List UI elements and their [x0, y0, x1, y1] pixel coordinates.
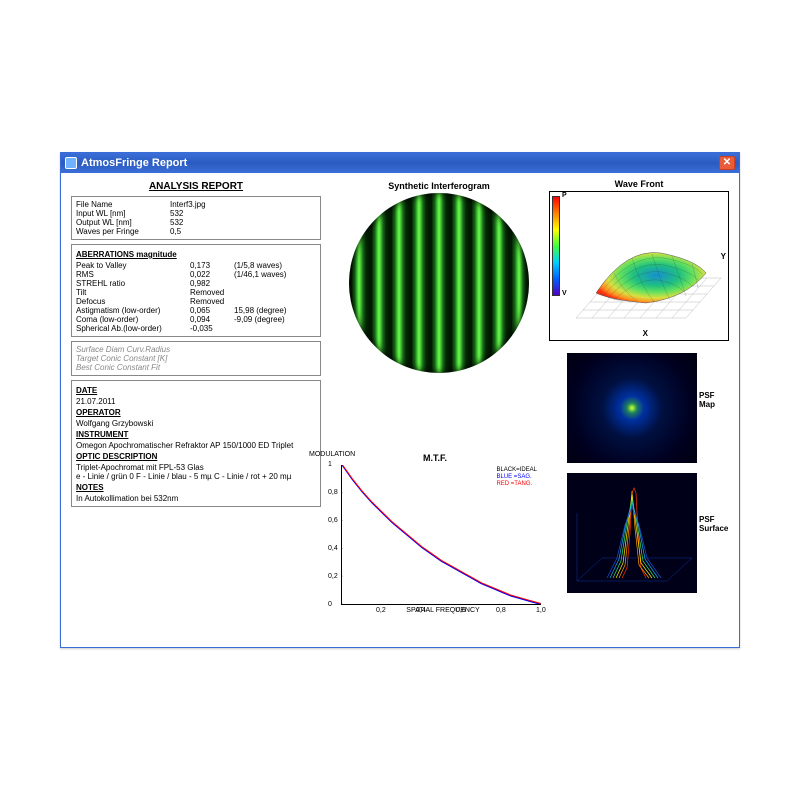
aberration-value: 0,094: [190, 315, 224, 324]
instrument-label: INSTRUMENT: [76, 430, 316, 439]
mtf-xtick: 0,6: [456, 607, 466, 614]
interferogram-image: [349, 193, 529, 373]
meta-box: DATE 21.07.2011 OPERATOR Wolfgang Grzybo…: [71, 380, 321, 507]
page-wrap: AtmosFringe Report ✕ ANALYSIS REPORT Fil…: [0, 0, 800, 800]
app-window: AtmosFringe Report ✕ ANALYSIS REPORT Fil…: [60, 152, 740, 648]
aberration-row: Peak to Valley 0,173 (1/5,8 waves): [76, 261, 316, 270]
file-row: Output WL [nm] 532: [76, 218, 316, 227]
mtf-chart: BLACK=IDEAL BLUE =SAG. RED =TANG. 10,80,…: [341, 465, 541, 605]
mtf-ylabel: MODULATION: [309, 451, 355, 458]
aberration-label: Spherical Ab.(low-order): [76, 324, 186, 333]
file-row-label: Output WL [nm]: [76, 218, 166, 227]
aberration-label: Tilt: [76, 288, 186, 297]
aberration-value: Removed: [190, 288, 224, 297]
aberration-value: 0,982: [190, 279, 224, 288]
aberration-row: Coma (low-order) 0,094 -9,09 (degree): [76, 315, 316, 324]
file-row-value: 0,5: [170, 227, 181, 236]
mtf-xtick: 0,8: [496, 607, 506, 614]
psf-map: [567, 353, 697, 463]
aberration-label: RMS: [76, 270, 186, 279]
file-row-label: Input WL [nm]: [76, 209, 166, 218]
mtf-ytick: 0: [328, 601, 332, 608]
titlebar[interactable]: AtmosFringe Report ✕: [61, 153, 739, 173]
aberration-label: STREHL ratio: [76, 279, 186, 288]
mtf-ytick: 0,4: [328, 545, 338, 552]
optic-line2: e - Linie / grün 0 F - Linie / blau - 5 …: [76, 472, 316, 481]
mtf-curves: [342, 465, 541, 604]
interferogram-title: Synthetic Interferogram: [339, 181, 539, 191]
wavefront-box: P V: [549, 191, 729, 341]
psf-map-label: PSFMap: [699, 391, 733, 409]
mtf-xtick: 1,0: [536, 607, 546, 614]
aberration-row: RMS 0,022 (1/46,1 waves): [76, 270, 316, 279]
psf-surface: [567, 473, 697, 593]
aberration-label: Coma (low-order): [76, 315, 186, 324]
mtf-xlabel: SPATIAL FREQUENCY: [341, 607, 545, 614]
operator-value: Wolfgang Grzybowski: [76, 419, 316, 428]
operator-label: OPERATOR: [76, 408, 316, 417]
close-button[interactable]: ✕: [719, 156, 735, 170]
notes-label: NOTES: [76, 483, 316, 492]
file-row: Input WL [nm] 532: [76, 209, 316, 218]
grey-line: Best Conic Constant Fit: [76, 363, 316, 372]
aberrations-box: ABERRATIONS magnitude Peak to Valley 0,17…: [71, 244, 321, 337]
aberration-extra: -9,09 (degree): [234, 315, 285, 324]
mtf-panel: M.T.F. MODULATION BLACK=IDEAL BLUE =SAG.…: [325, 453, 545, 633]
aberration-extra: (1/5,8 waves): [234, 261, 282, 270]
interferogram-panel: Synthetic Interferogram: [339, 181, 539, 373]
mtf-ytick: 0,8: [328, 489, 338, 496]
file-row: File Name Interf3.jpg: [76, 200, 316, 209]
psf-surface-label: PSFSurface: [699, 515, 737, 533]
aberration-row: Tilt Removed: [76, 288, 316, 297]
grey-line: Surface Diam Curv.Radius: [76, 345, 316, 354]
aberration-row: Defocus Removed: [76, 297, 316, 306]
optic-line1: Triplet-Apochromat mit FPL-53 Glas: [76, 463, 316, 472]
instrument-value: Omegon Apochromatischer Refraktor AP 150…: [76, 441, 316, 450]
wave-y-label: Y: [721, 252, 726, 261]
notes-value: In Autokollimation bei 532nm: [76, 494, 316, 503]
aberration-value: 0,065: [190, 306, 224, 315]
app-icon: [65, 157, 77, 169]
optic-label: OPTIC DESCRIPTION: [76, 452, 316, 461]
file-row-label: File Name: [76, 200, 166, 209]
mtf-xtick: 0,2: [376, 607, 386, 614]
analysis-report-panel: ANALYSIS REPORT File NameInterf3.jpgInpu…: [71, 181, 321, 511]
aberration-label: Peak to Valley: [76, 261, 186, 270]
report-heading: ANALYSIS REPORT: [71, 181, 321, 192]
date-label: DATE: [76, 386, 316, 395]
date-value: 21.07.2011: [76, 397, 316, 406]
wavefront-panel: Wave Front P V: [549, 179, 729, 341]
mtf-title: M.T.F.: [325, 453, 545, 463]
aberration-row: STREHL ratio 0,982: [76, 279, 316, 288]
grey-box: Surface Diam Curv.RadiusTarget Conic Con…: [71, 341, 321, 376]
mtf-ytick: 0,2: [328, 573, 338, 580]
aberration-value: 0,022: [190, 270, 224, 279]
file-row: Waves per Fringe 0,5: [76, 227, 316, 236]
aberration-label: Astigmatism (low-order): [76, 306, 186, 315]
file-row-value: Interf3.jpg: [170, 200, 206, 209]
file-row-value: 532: [170, 218, 183, 227]
wave-x-label: X: [643, 329, 648, 338]
mtf-xtick: 0,4: [416, 607, 426, 614]
aberration-row: Spherical Ab.(low-order) -0,035: [76, 324, 316, 333]
aberration-extra: 15,98 (degree): [234, 306, 286, 315]
file-info-box: File NameInterf3.jpgInput WL [nm]532Outp…: [71, 196, 321, 240]
file-row-value: 532: [170, 209, 183, 218]
aberration-row: Astigmatism (low-order) 0,065 15,98 (degre…: [76, 306, 316, 315]
wavefront-surface: [566, 198, 726, 338]
aberration-value: Removed: [190, 297, 224, 306]
aberration-value: -0,035: [190, 324, 224, 333]
colorbar: [552, 196, 560, 296]
mtf-ytick: 1: [328, 461, 332, 468]
aberration-extra: (1/46,1 waves): [234, 270, 286, 279]
window-title: AtmosFringe Report: [81, 157, 187, 169]
grey-line: Target Conic Constant [K]: [76, 354, 316, 363]
window-content: ANALYSIS REPORT File NameInterf3.jpgInpu…: [61, 173, 739, 647]
file-row-label: Waves per Fringe: [76, 227, 166, 236]
aberration-value: 0,173: [190, 261, 224, 270]
aberrations-heading: ABERRATIONS magnitude: [76, 250, 316, 259]
wavefront-title: Wave Front: [549, 179, 729, 189]
aberration-label: Defocus: [76, 297, 186, 306]
mtf-ytick: 0,6: [328, 517, 338, 524]
